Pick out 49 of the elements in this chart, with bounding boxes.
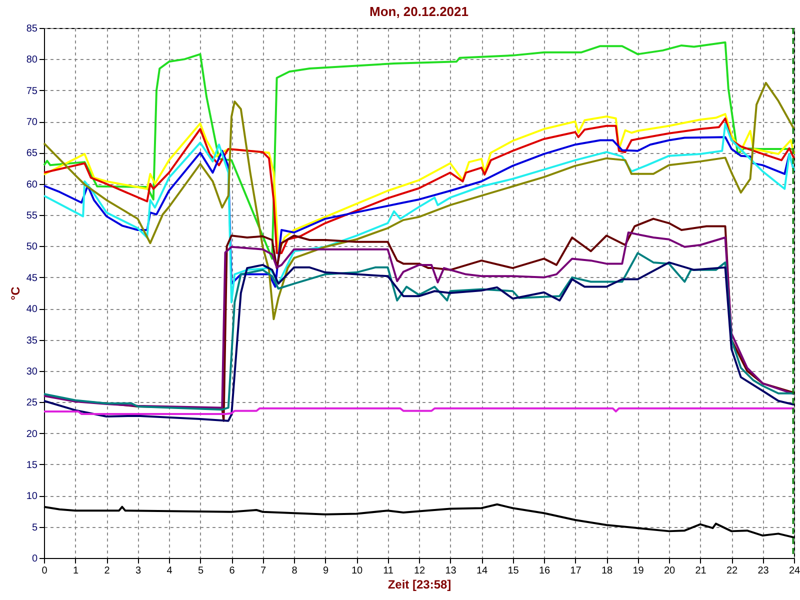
x-tick-label: 15: [508, 566, 520, 576]
x-tick-label: 1: [72, 566, 79, 576]
x-axis-title: Zeit [23:58]: [388, 578, 452, 592]
x-tick-label: 10: [351, 566, 363, 576]
y-tick-label: 15: [26, 460, 38, 471]
x-tick-label: 0: [42, 566, 48, 576]
y-tick-label: 70: [26, 117, 38, 128]
line-series: [43, 41, 795, 260]
x-tick-label: 12: [414, 566, 426, 576]
x-tick-label: 20: [664, 566, 676, 576]
y-tick-label: 5: [32, 522, 38, 534]
y-tick-label: 10: [26, 491, 38, 502]
x-tick-label: 13: [445, 566, 457, 576]
line-series: [43, 123, 795, 304]
x-tick-label: 21: [695, 566, 707, 576]
x-tick-label: 8: [292, 566, 298, 576]
y-tick-label: 30: [26, 366, 38, 378]
x-tick-label: 11: [383, 566, 394, 576]
chart-title: Mon, 20.12.2021: [370, 4, 468, 19]
x-tick-label: 5: [198, 566, 204, 576]
x-tick-label: 3: [135, 566, 142, 576]
y-tick-label: 80: [26, 54, 38, 66]
x-tick-label: 23: [758, 566, 770, 576]
y-tick-label: 20: [26, 428, 38, 440]
y-tick-label: 55: [26, 210, 38, 222]
y-tick-label: 50: [26, 242, 38, 253]
x-tick-label: 9: [322, 566, 329, 576]
x-tick-label: 17: [570, 566, 582, 576]
x-tick-label: 7: [260, 566, 266, 576]
x-tick-label: 18: [601, 566, 613, 576]
y-tick-label: 45: [26, 272, 38, 284]
y-tick-label: 85: [26, 24, 38, 34]
x-tick-label: 19: [632, 566, 644, 576]
y-tick-label: 65: [26, 148, 38, 160]
y-tick-label: 60: [26, 179, 38, 190]
y-tick-label: 25: [26, 398, 38, 409]
line-series: [43, 82, 795, 320]
x-tick-label: 4: [166, 566, 173, 576]
x-tick-label: 16: [538, 566, 550, 576]
x-tick-label: 14: [476, 566, 488, 576]
y-tick-label: 75: [26, 86, 38, 97]
x-tick-label: 6: [229, 566, 236, 576]
x-tick-label: 24: [788, 566, 800, 576]
y-tick-label: 0: [32, 554, 38, 564]
y-tick-label: 40: [26, 304, 38, 316]
y-tick-label: 35: [26, 335, 38, 346]
y-axis-title: °C: [8, 286, 22, 300]
x-tick-label: 2: [104, 566, 110, 576]
x-tick-label: 22: [726, 566, 738, 576]
